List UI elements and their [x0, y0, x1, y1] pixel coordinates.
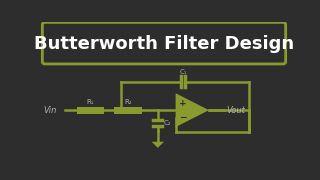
Text: Vout: Vout — [226, 106, 245, 115]
Bar — [77, 107, 104, 114]
Text: R₂: R₂ — [124, 99, 132, 105]
Text: C₁: C₁ — [180, 69, 187, 75]
Text: −: − — [179, 112, 186, 122]
Text: +: + — [179, 99, 187, 108]
Text: Vin: Vin — [44, 106, 57, 115]
Polygon shape — [152, 142, 164, 148]
Bar — [115, 107, 142, 114]
Polygon shape — [176, 93, 209, 127]
Text: Butterworth Filter Design: Butterworth Filter Design — [34, 35, 294, 53]
Text: R₁: R₁ — [87, 99, 94, 105]
Text: C₂: C₂ — [164, 120, 172, 126]
FancyBboxPatch shape — [42, 22, 286, 64]
